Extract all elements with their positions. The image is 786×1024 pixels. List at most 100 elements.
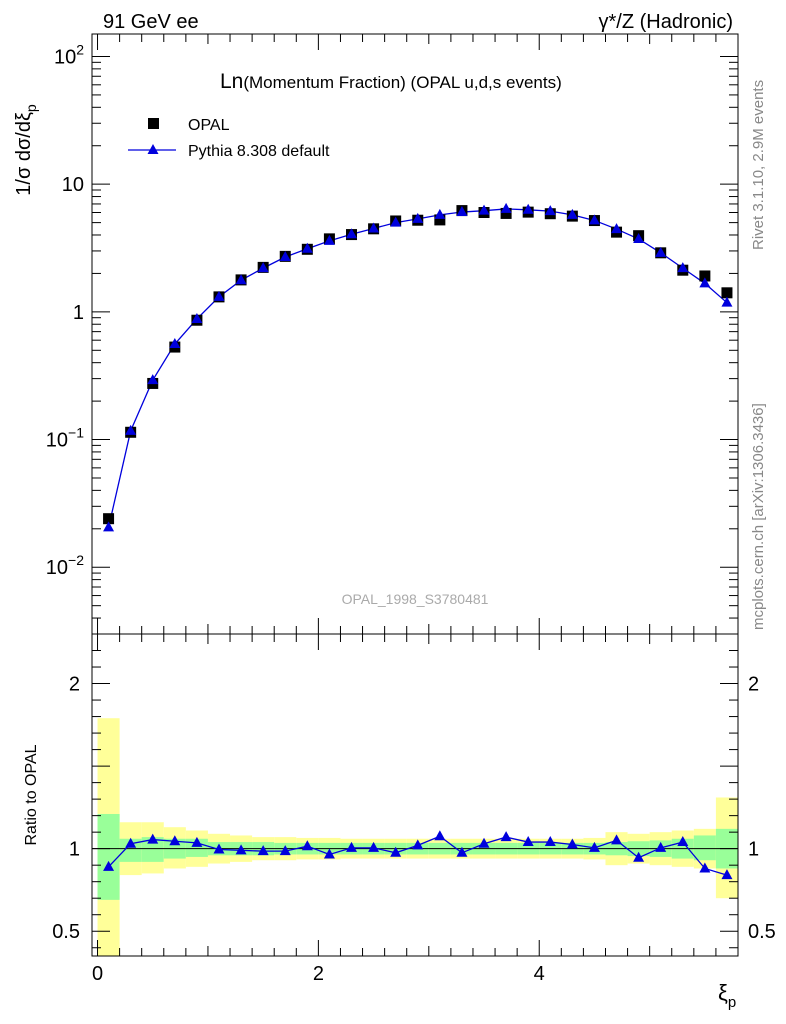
y-tick-base: 1 — [73, 302, 84, 324]
rivet-side-label: Rivet 3.1.10, 2.9M events — [750, 80, 767, 250]
ratio-band-inner — [97, 813, 120, 900]
mc-series-point — [169, 338, 181, 349]
ratio-mc-point — [169, 835, 181, 846]
ratio-mc-point — [346, 841, 358, 852]
ratio-y-tick-label-left: 0.5 — [52, 921, 80, 943]
mc-series-point — [301, 242, 313, 253]
ratio-mc-point — [323, 848, 335, 859]
mc-series-point — [633, 233, 645, 244]
ratio-mc-point — [655, 841, 667, 852]
mc-series-point — [346, 228, 358, 239]
ratio-mc-point — [500, 831, 512, 842]
mc-series-point — [434, 208, 446, 219]
ratio-mc-point — [368, 841, 380, 852]
mc-series-point — [677, 262, 689, 273]
y-tick-base: 10 — [62, 174, 84, 196]
mcplots-side-label: mcplots.cern.ch [arXiv:1306.3436] — [750, 403, 767, 630]
mc-series-line — [107, 208, 728, 528]
legend-opal-label: OPAL — [188, 117, 230, 134]
mc-series-point — [655, 246, 667, 257]
mc-series-point — [191, 312, 203, 323]
mc-series-point — [412, 212, 424, 223]
mc-series-point — [390, 216, 402, 227]
mc-series-point — [323, 234, 335, 245]
opal-data-point — [500, 207, 512, 219]
mc-series-point — [588, 214, 600, 225]
mc-series-point — [103, 521, 115, 532]
mc-series-point — [235, 274, 247, 285]
ratio-mc-point — [699, 862, 711, 873]
header-left-label: 91 GeV ee — [103, 11, 199, 33]
x-axis-label-main: ξ — [718, 980, 728, 1005]
y-tick-label: 10 — [62, 174, 84, 196]
x-axis-label-sub: p — [728, 994, 736, 1011]
y-tick-label: 10−1 — [46, 425, 84, 452]
ratio-mc-point — [125, 837, 137, 848]
opal-data-point — [103, 513, 115, 525]
y-tick-label: 1 — [73, 302, 84, 324]
header-right-label: γ*/Z (Hadronic) — [599, 11, 733, 33]
opal-data-point — [721, 287, 733, 299]
y-tick-label: 102 — [54, 41, 84, 68]
mc-series-point — [213, 290, 225, 301]
legend-opal-marker — [148, 118, 159, 129]
mc-series-point — [699, 277, 711, 288]
y-axis-label-main: 1/σ dσ/dξ — [13, 112, 35, 196]
y-axis-label: 1/σ dσ/dξp — [13, 104, 39, 196]
ratio-y-tick-label-right: 0.5 — [748, 921, 776, 943]
analysis-watermark: OPAL_1998_S3780481 — [342, 591, 489, 607]
opal-data-point — [434, 214, 446, 226]
main-title: Ln(Momentum Fraction) (OPAL u,d,s events… — [220, 70, 562, 93]
ratio-mc-point — [478, 837, 490, 848]
mc-series-point — [721, 296, 733, 307]
legend-mc-label: Pythia 8.308 default — [188, 143, 330, 160]
y-tick-base: 10 — [46, 430, 68, 452]
legend: OPAL Pythia 8.308 default — [128, 117, 330, 160]
x-axis-label: ξp — [718, 980, 736, 1011]
ratio-mc-point — [412, 839, 424, 850]
x-tick-label: 2 — [313, 963, 324, 985]
ratio-mc-point — [544, 836, 556, 847]
x-tick-label: 0 — [92, 963, 103, 985]
ratio-band-inner — [185, 838, 208, 857]
y-tick-exponent: 2 — [76, 41, 84, 57]
ratio-band-inner — [119, 838, 142, 862]
legend-mc-marker — [147, 144, 159, 154]
opal-data-point — [699, 270, 711, 282]
y-tick-base: 10 — [54, 46, 76, 68]
mc-series-point — [147, 374, 159, 385]
mc-series-point — [279, 250, 291, 261]
ratio-band-inner — [141, 837, 164, 862]
ratio-mc-point — [235, 844, 247, 855]
mc-series-point — [456, 206, 468, 217]
ratio-mc-point — [257, 845, 269, 856]
y-tick-exponent: −1 — [68, 425, 84, 441]
ratio-mc-point — [213, 843, 225, 854]
mc-series-point — [257, 262, 269, 273]
mc-series-point — [125, 424, 137, 435]
mc-series-point — [368, 222, 380, 233]
ratio-axis-ticks: 0 2 4 2 2 1 1 0.5 0.5 — [52, 634, 776, 985]
ratio-mc-point — [147, 833, 159, 844]
ratio-mc-point — [566, 838, 578, 849]
title-rest: (Momentum Fraction) (OPAL u,d,s events) — [243, 73, 561, 92]
title-ln: Ln — [220, 70, 243, 93]
ratio-mc-point — [633, 851, 645, 862]
ratio-band-inner — [693, 835, 716, 861]
mc-series-point — [522, 203, 534, 214]
ratio-mc-point — [301, 840, 313, 851]
ratio-mc-point — [103, 860, 115, 871]
ratio-frame — [91, 633, 739, 957]
ratio-plot-content — [92, 718, 738, 956]
y-tick-base: 10 — [46, 557, 68, 579]
mc-series-point — [478, 204, 490, 215]
ratio-mc-point — [522, 836, 534, 847]
mc-series-point — [500, 202, 512, 213]
ratio-y-tick-label-left: 2 — [69, 674, 80, 696]
ratio-y-tick-label-right: 2 — [748, 674, 759, 696]
main-plot-content — [103, 202, 733, 532]
ratio-mc-point — [191, 836, 203, 847]
ratio-mc-point — [588, 841, 600, 852]
